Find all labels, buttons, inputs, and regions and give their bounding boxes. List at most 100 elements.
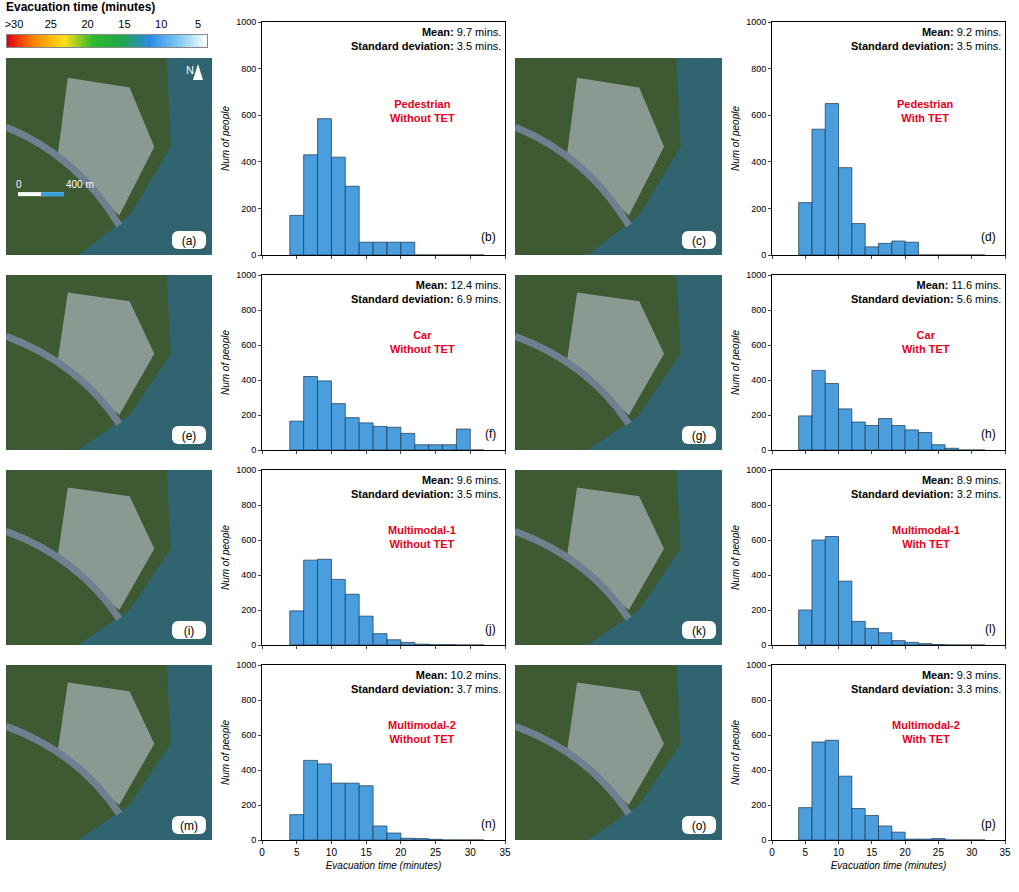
svg-text:1000: 1000 — [746, 270, 766, 280]
svg-text:0: 0 — [761, 445, 766, 455]
svg-text:Evacuation time (minutes): Evacuation time (minutes) — [326, 860, 442, 871]
svg-text:800: 800 — [751, 305, 766, 315]
svg-text:20: 20 — [900, 847, 912, 858]
svg-text:1000: 1000 — [236, 17, 256, 27]
svg-text:200: 200 — [751, 410, 766, 420]
svg-text:1000: 1000 — [746, 660, 766, 670]
svg-text:(h): (h) — [981, 427, 996, 441]
svg-text:CarWithout TET: CarWithout TET — [390, 329, 455, 355]
svg-text:25: 25 — [933, 847, 945, 858]
svg-text:0: 0 — [259, 847, 265, 858]
svg-text:400 m: 400 m — [66, 179, 94, 190]
svg-text:10: 10 — [326, 847, 338, 858]
svg-text:(m): (m) — [180, 819, 198, 833]
svg-text:200: 200 — [241, 410, 256, 420]
svg-text:600: 600 — [751, 535, 766, 545]
svg-text:Num of people: Num of people — [220, 330, 231, 395]
svg-text:Mean: 12.4 mins.Standard devia: Mean: 12.4 mins.Standard deviation: 6.9 … — [351, 279, 501, 305]
svg-text:PedestrianWithout TET: PedestrianWithout TET — [390, 98, 455, 124]
svg-text:600: 600 — [751, 340, 766, 350]
svg-text:Multimodal-2Without TET: Multimodal-2Without TET — [388, 719, 456, 745]
svg-text:(p): (p) — [981, 817, 996, 831]
svg-text:0: 0 — [769, 847, 775, 858]
svg-text:400: 400 — [751, 157, 766, 167]
svg-text:(i): (i) — [184, 624, 195, 638]
svg-text:600: 600 — [751, 110, 766, 120]
svg-text:600: 600 — [751, 730, 766, 740]
svg-text:Num of people: Num of people — [730, 106, 741, 171]
svg-text:0: 0 — [251, 445, 256, 455]
svg-text:(a): (a) — [182, 234, 197, 248]
svg-text:800: 800 — [241, 695, 256, 705]
svg-text:0: 0 — [251, 250, 256, 260]
svg-text:800: 800 — [751, 695, 766, 705]
svg-text:200: 200 — [751, 605, 766, 615]
svg-text:35: 35 — [999, 847, 1011, 858]
svg-text:(j): (j) — [485, 622, 496, 636]
svg-text:Num of people: Num of people — [220, 720, 231, 785]
svg-text:0: 0 — [761, 640, 766, 650]
svg-text:(b): (b) — [481, 230, 496, 244]
svg-text:Mean: 9.7 mins.Standard deviat: Mean: 9.7 mins.Standard deviation: 3.5 m… — [351, 26, 501, 52]
svg-text:20: 20 — [395, 847, 407, 858]
svg-text:Mean: 10.2 mins.Standard devia: Mean: 10.2 mins.Standard deviation: 3.7 … — [351, 669, 501, 695]
svg-text:(o): (o) — [692, 819, 707, 833]
svg-text:30: 30 — [966, 847, 978, 858]
svg-text:0: 0 — [251, 640, 256, 650]
svg-text:(g): (g) — [692, 429, 707, 443]
svg-text:0: 0 — [761, 250, 766, 260]
svg-text:0: 0 — [16, 179, 22, 190]
svg-text:800: 800 — [241, 305, 256, 315]
svg-text:200: 200 — [241, 800, 256, 810]
svg-text:10: 10 — [833, 847, 845, 858]
svg-text:Num of people: Num of people — [730, 330, 741, 395]
svg-text:Mean: 11.6 mins.Standard devia: Mean: 11.6 mins.Standard deviation: 5.6 … — [851, 279, 1001, 305]
svg-text:600: 600 — [241, 730, 256, 740]
svg-text:400: 400 — [241, 570, 256, 580]
svg-text:35: 35 — [499, 847, 511, 858]
svg-text:600: 600 — [241, 340, 256, 350]
svg-text:Mean: 9.2 mins.Standard deviat: Mean: 9.2 mins.Standard deviation: 3.5 m… — [851, 26, 1001, 52]
svg-text:200: 200 — [751, 204, 766, 214]
svg-text:Num of people: Num of people — [730, 525, 741, 590]
svg-text:600: 600 — [241, 535, 256, 545]
svg-text:(c): (c) — [692, 234, 706, 248]
svg-text:25: 25 — [430, 847, 442, 858]
svg-text:400: 400 — [241, 157, 256, 167]
svg-text:5: 5 — [294, 847, 300, 858]
svg-text:N: N — [186, 64, 194, 76]
svg-text:Mean: 9.3 mins.Standard deviat: Mean: 9.3 mins.Standard deviation: 3.3 m… — [851, 669, 1001, 695]
svg-text:200: 200 — [751, 800, 766, 810]
svg-text:15: 15 — [866, 847, 878, 858]
svg-text:(e): (e) — [182, 429, 197, 443]
svg-text:Mean: 8.9 mins.Standard deviat: Mean: 8.9 mins.Standard deviation: 3.2 m… — [851, 474, 1001, 500]
svg-text:PedestrianWith TET: PedestrianWith TET — [897, 98, 954, 124]
svg-text:30: 30 — [465, 847, 477, 858]
svg-text:0: 0 — [761, 835, 766, 845]
svg-text:800: 800 — [241, 500, 256, 510]
svg-text:0: 0 — [251, 835, 256, 845]
svg-text:(d): (d) — [981, 230, 996, 244]
svg-text:200: 200 — [241, 204, 256, 214]
svg-text:Multimodal-1With TET: Multimodal-1With TET — [892, 524, 960, 550]
svg-text:(f): (f) — [485, 427, 496, 441]
svg-text:Multimodal-2With TET: Multimodal-2With TET — [892, 719, 960, 745]
svg-text:Num of people: Num of people — [730, 720, 741, 785]
svg-text:800: 800 — [751, 500, 766, 510]
svg-text:Num of people: Num of people — [220, 106, 231, 171]
svg-text:600: 600 — [241, 110, 256, 120]
svg-text:Evacuation time (minutes): Evacuation time (minutes) — [831, 860, 947, 871]
svg-text:800: 800 — [241, 64, 256, 74]
svg-text:400: 400 — [751, 375, 766, 385]
svg-text:1000: 1000 — [236, 465, 256, 475]
svg-text:CarWith TET: CarWith TET — [902, 329, 950, 355]
svg-text:1000: 1000 — [746, 17, 766, 27]
svg-text:(l): (l) — [985, 622, 996, 636]
svg-text:5: 5 — [803, 847, 809, 858]
svg-text:Mean: 9.6 mins.Standard deviat: Mean: 9.6 mins.Standard deviation: 3.5 m… — [351, 474, 501, 500]
svg-text:800: 800 — [751, 64, 766, 74]
svg-text:15: 15 — [361, 847, 373, 858]
svg-text:1000: 1000 — [236, 270, 256, 280]
svg-text:200: 200 — [241, 605, 256, 615]
svg-text:(k): (k) — [692, 624, 706, 638]
